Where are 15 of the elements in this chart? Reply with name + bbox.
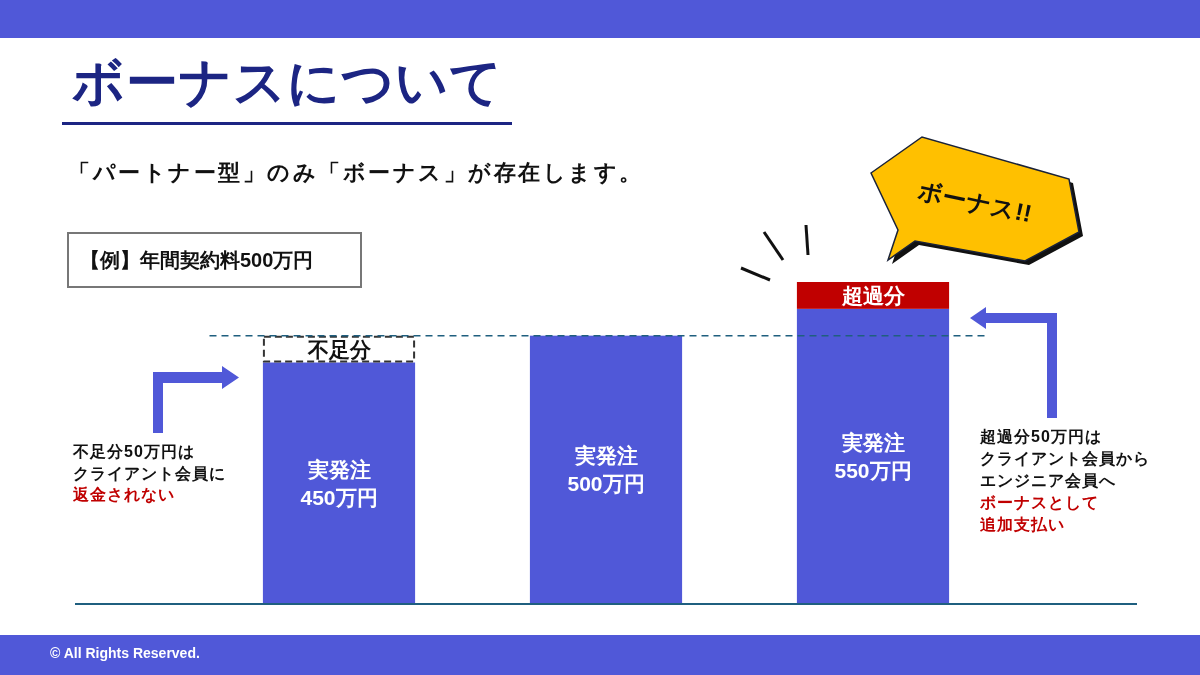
series-label: 超過分 [840, 283, 906, 307]
text: 実発注 [307, 457, 371, 481]
example-box: 【例】年間契約料500万円 [67, 232, 362, 288]
text: ボーナス!! [914, 176, 1035, 228]
footer-note: © All Rights Reserved. [50, 644, 200, 663]
subtitle: 「パートナー型」のみ「ボーナス」が存在します。 [68, 159, 644, 187]
series-label: 不足分 [306, 337, 372, 361]
data-label: 450万円 [300, 485, 378, 509]
note: 不足分50万円はクライアント会員に返金されない [73, 442, 227, 506]
series-label: 実発注 [573, 444, 638, 468]
note: 超過分50万円はクライアント会員からエンジニア会員へボーナスとして追加支払い [980, 427, 1151, 535]
text: 実発注 [841, 430, 905, 454]
data-label: 500万円 [567, 472, 645, 496]
title: ボーナスについて [72, 52, 503, 113]
data-label: 550万円 [834, 458, 912, 482]
